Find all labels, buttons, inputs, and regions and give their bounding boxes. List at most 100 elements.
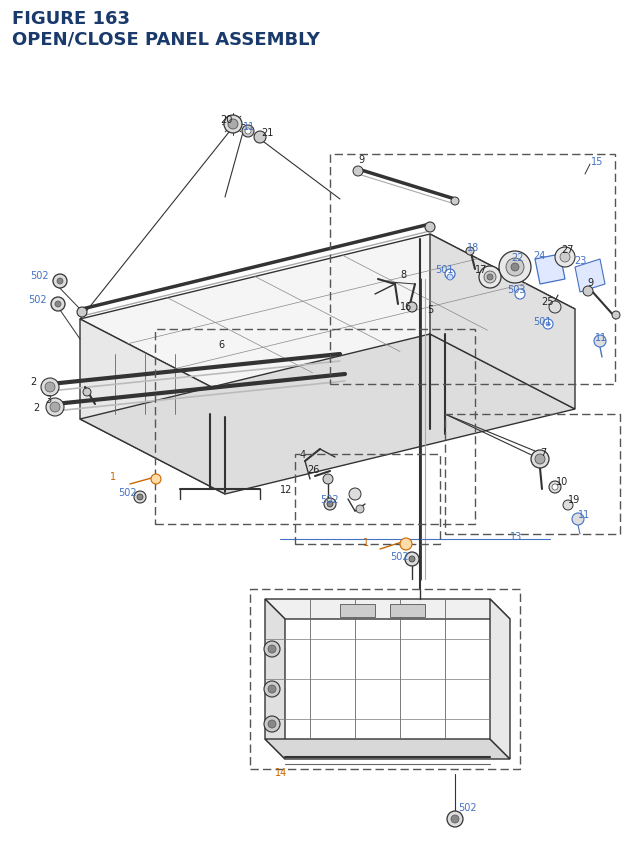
- Text: 501: 501: [533, 317, 552, 326]
- Bar: [295, 455, 440, 544]
- Text: 11: 11: [578, 510, 590, 519]
- Text: 27: 27: [561, 245, 573, 255]
- Polygon shape: [80, 335, 575, 494]
- Circle shape: [546, 323, 550, 326]
- Circle shape: [466, 248, 474, 256]
- Circle shape: [268, 685, 276, 693]
- Text: 2: 2: [33, 403, 39, 412]
- Text: 502: 502: [118, 487, 136, 498]
- Circle shape: [245, 129, 251, 135]
- Text: 2: 2: [30, 376, 36, 387]
- Text: 21: 21: [261, 127, 273, 138]
- Polygon shape: [490, 599, 510, 759]
- Text: 7: 7: [540, 448, 547, 457]
- Circle shape: [46, 399, 64, 417]
- Circle shape: [405, 553, 419, 567]
- Circle shape: [264, 641, 280, 657]
- Bar: [155, 330, 475, 524]
- Text: 15: 15: [591, 157, 604, 167]
- Circle shape: [55, 301, 61, 307]
- Text: 22: 22: [511, 253, 524, 263]
- Circle shape: [484, 272, 496, 283]
- Text: 17: 17: [475, 264, 488, 275]
- Circle shape: [535, 455, 545, 464]
- Circle shape: [400, 538, 412, 550]
- Circle shape: [51, 298, 65, 312]
- Polygon shape: [575, 260, 605, 293]
- Circle shape: [409, 556, 415, 562]
- Text: 19: 19: [568, 494, 580, 505]
- Text: 5: 5: [427, 305, 433, 314]
- Text: OPEN/CLOSE PANEL ASSEMBLY: OPEN/CLOSE PANEL ASSEMBLY: [12, 30, 320, 48]
- Polygon shape: [80, 235, 575, 394]
- Circle shape: [560, 253, 570, 263]
- Circle shape: [552, 485, 558, 491]
- Circle shape: [228, 120, 238, 130]
- Polygon shape: [265, 599, 285, 759]
- Bar: [330, 155, 615, 385]
- Text: 23: 23: [574, 256, 586, 266]
- Circle shape: [451, 198, 459, 206]
- Circle shape: [425, 223, 435, 232]
- Text: 501: 501: [435, 264, 454, 275]
- Text: 502: 502: [28, 294, 47, 305]
- Text: 26: 26: [307, 464, 319, 474]
- Circle shape: [83, 388, 91, 397]
- Text: 502: 502: [458, 802, 477, 812]
- Circle shape: [555, 248, 575, 268]
- Circle shape: [50, 403, 60, 412]
- Circle shape: [543, 319, 553, 330]
- Polygon shape: [340, 604, 375, 617]
- Circle shape: [487, 275, 493, 281]
- Polygon shape: [80, 319, 225, 494]
- Polygon shape: [430, 235, 575, 410]
- Text: 12: 12: [280, 485, 292, 494]
- Circle shape: [594, 336, 606, 348]
- Text: 9: 9: [587, 278, 593, 288]
- Text: 20: 20: [220, 115, 232, 125]
- Circle shape: [57, 279, 63, 285]
- Circle shape: [137, 494, 143, 500]
- Circle shape: [268, 645, 276, 653]
- Circle shape: [479, 267, 501, 288]
- Text: 502: 502: [30, 270, 49, 281]
- Circle shape: [324, 499, 336, 511]
- Circle shape: [327, 501, 333, 507]
- Circle shape: [407, 303, 417, 313]
- Polygon shape: [390, 604, 425, 617]
- Text: 11: 11: [243, 122, 255, 132]
- Circle shape: [242, 126, 254, 138]
- Circle shape: [515, 289, 525, 300]
- Text: FIGURE 163: FIGURE 163: [12, 10, 130, 28]
- Bar: [250, 589, 520, 769]
- Polygon shape: [535, 255, 565, 285]
- Text: 14: 14: [275, 767, 287, 777]
- Circle shape: [264, 681, 280, 697]
- Circle shape: [506, 258, 524, 276]
- Circle shape: [445, 269, 455, 280]
- Circle shape: [77, 307, 87, 318]
- Circle shape: [356, 505, 364, 513]
- Circle shape: [134, 492, 146, 504]
- Circle shape: [264, 716, 280, 732]
- Circle shape: [612, 312, 620, 319]
- Text: 8: 8: [400, 269, 406, 280]
- Text: 1: 1: [363, 537, 369, 548]
- Circle shape: [572, 513, 584, 525]
- Circle shape: [53, 275, 67, 288]
- Circle shape: [41, 379, 59, 397]
- Text: 10: 10: [556, 476, 568, 486]
- Circle shape: [447, 275, 453, 281]
- Text: 18: 18: [467, 243, 479, 253]
- Circle shape: [451, 815, 459, 823]
- Text: 16: 16: [400, 301, 412, 312]
- Text: 6: 6: [218, 339, 224, 350]
- Text: 24: 24: [533, 251, 545, 261]
- Text: 11: 11: [595, 332, 607, 343]
- Circle shape: [549, 301, 561, 313]
- Text: 502: 502: [390, 551, 408, 561]
- Circle shape: [511, 263, 519, 272]
- Circle shape: [151, 474, 161, 485]
- Circle shape: [499, 251, 531, 283]
- Circle shape: [323, 474, 333, 485]
